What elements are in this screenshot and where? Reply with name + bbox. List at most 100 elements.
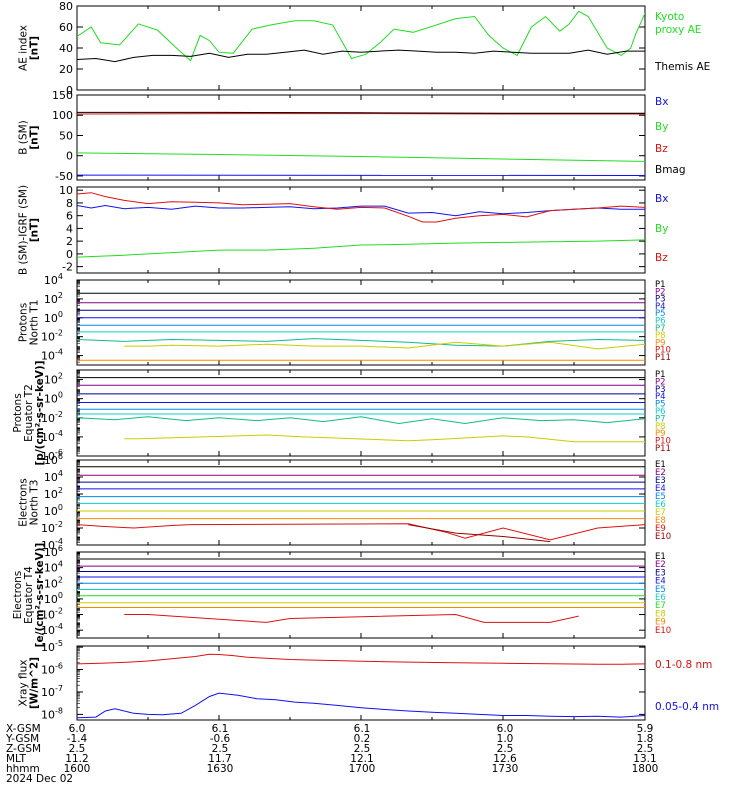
legend-entry: E3 bbox=[655, 568, 666, 578]
y-tick-label: 10-2 bbox=[41, 520, 63, 535]
ephemeris-value: 1630 bbox=[207, 763, 234, 775]
series-kyoto-proxy-ae bbox=[77, 10, 645, 62]
y-tick-label: 106 bbox=[44, 452, 63, 467]
ephemeris-value: 0.2 bbox=[354, 733, 371, 745]
series-group bbox=[77, 558, 645, 623]
legend-entry: P2 bbox=[655, 377, 666, 387]
y-tick-label: 10-4 bbox=[41, 348, 63, 363]
y-tick-label: -50 bbox=[55, 170, 73, 183]
series-group bbox=[77, 111, 645, 176]
legend-entry: P6 bbox=[655, 407, 666, 417]
series-group bbox=[77, 292, 645, 361]
legend-entry: Bx bbox=[655, 193, 668, 205]
ephemeris-value: 1600 bbox=[64, 763, 91, 775]
series-by bbox=[77, 239, 645, 258]
y-tick-label: 104 bbox=[44, 560, 63, 575]
legend-entry: P9 bbox=[655, 429, 666, 439]
legend: Kyoto proxy AE Themis AE bbox=[654, 11, 710, 73]
legend-entry: P1 bbox=[655, 370, 666, 380]
ephemeris-value: 2.5 bbox=[354, 743, 371, 755]
y-tick-label: 60 bbox=[59, 21, 73, 34]
ephemeris-value: 1800 bbox=[632, 763, 659, 775]
legend-entry: P3 bbox=[655, 295, 666, 305]
ephemeris-value: 5.9 bbox=[637, 723, 654, 735]
y-axis-label: Xray flux[W/m^2] bbox=[18, 657, 41, 709]
legend: Bx By Bz bbox=[655, 193, 668, 264]
legend-entry: 0.1-0.8 nm bbox=[655, 659, 712, 671]
ephemeris-value: 11.2 bbox=[65, 753, 88, 765]
series-p8 bbox=[124, 341, 645, 350]
legend-entry: P8 bbox=[655, 331, 666, 341]
legend-entry: Kyoto proxy AE bbox=[655, 11, 701, 36]
legend-entry: Bz bbox=[655, 252, 668, 264]
y-axis-label: AE index[nT] bbox=[18, 25, 41, 71]
ephemeris-label: 2024 Dec 02 bbox=[6, 773, 73, 785]
y-tick-label: 4 bbox=[66, 222, 73, 235]
y-tick-label: 10-4 bbox=[41, 622, 63, 637]
legend-entry: P11 bbox=[655, 444, 671, 454]
series-by bbox=[77, 152, 645, 162]
y-tick-label: 10-2 bbox=[41, 329, 63, 344]
series-p7 bbox=[77, 416, 645, 425]
legend: 0.1-0.8 nm 0.05-0.4 nm bbox=[655, 659, 719, 713]
ephemeris-label: hhmm bbox=[6, 763, 40, 775]
series-group bbox=[77, 466, 645, 543]
legend-entry: P9 bbox=[655, 338, 666, 348]
ephemeris-value: 11.7 bbox=[208, 753, 231, 765]
legend-entry: E5 bbox=[655, 585, 666, 595]
legend-entry: Bx bbox=[655, 96, 668, 108]
legend-entry: Themis AE bbox=[654, 61, 710, 73]
series-bz bbox=[77, 192, 645, 223]
legend-entry: P4 bbox=[655, 392, 666, 402]
legend-entry: E6 bbox=[655, 593, 666, 603]
y-tick-label: 100 bbox=[44, 591, 63, 606]
y-tick-label: 10-6 bbox=[41, 662, 63, 677]
series-bx bbox=[77, 204, 645, 217]
ephemeris-value: 2.5 bbox=[212, 743, 229, 755]
ephemeris-value: -0.6 bbox=[210, 733, 231, 745]
y-tick-label: 50 bbox=[59, 129, 73, 142]
y-tick-label: 6 bbox=[66, 210, 73, 223]
ephemeris-value: 2.5 bbox=[637, 743, 654, 755]
legend-entry: E6 bbox=[655, 500, 666, 510]
legend-entry: P5 bbox=[655, 400, 666, 410]
ephemeris-label: Z-GSM bbox=[6, 743, 41, 755]
legend-entry: E4 bbox=[655, 577, 666, 587]
legend-entry: By bbox=[655, 121, 668, 133]
y-tick-label: 80 bbox=[59, 0, 73, 13]
series-e10 bbox=[408, 524, 551, 543]
y-tick-label: 10-6 bbox=[41, 448, 63, 463]
legend-entry: P11 bbox=[655, 353, 671, 363]
ephemeris-value: 6.0 bbox=[497, 723, 514, 735]
y-tick-label: 8 bbox=[66, 197, 73, 210]
legend-entry: P3 bbox=[655, 385, 666, 395]
panel-frame bbox=[76, 459, 646, 546]
ephemeris-value: 6.0 bbox=[69, 723, 86, 735]
y-tick-label: 40 bbox=[59, 42, 73, 55]
legend-entry: Bz bbox=[655, 143, 668, 155]
y-axis-label: B (SM)-IGRF (SM)[nT] bbox=[18, 185, 41, 275]
y-tick-label: 104 bbox=[44, 272, 63, 287]
legend-entry: P2 bbox=[655, 287, 666, 297]
y-tick-label: 100 bbox=[44, 310, 63, 325]
y-tick-label: 10-2 bbox=[41, 410, 63, 425]
legend-entry: E4 bbox=[655, 484, 666, 494]
legend-entry: E9 bbox=[655, 524, 666, 534]
ephemeris-value: 6.1 bbox=[354, 723, 371, 735]
legend-entry: E3 bbox=[655, 476, 666, 486]
legend-entry: P1 bbox=[655, 280, 666, 290]
legend-entry: E1 bbox=[655, 552, 666, 562]
ephemeris-value: 6.1 bbox=[212, 723, 229, 735]
y-tick-label: -2 bbox=[62, 261, 73, 274]
ephemeris-label: Y-GSM bbox=[5, 733, 39, 745]
y-tick-label: 106 bbox=[44, 544, 63, 559]
y-axis-label: ElectronsEquator T4[e/(cm²-s-sr-keV)] bbox=[12, 543, 46, 648]
y-tick-label: 102 bbox=[44, 291, 63, 306]
ephemeris-value: 12.1 bbox=[350, 753, 373, 765]
y-tick-label: 102 bbox=[44, 486, 63, 501]
series-group bbox=[77, 192, 645, 258]
